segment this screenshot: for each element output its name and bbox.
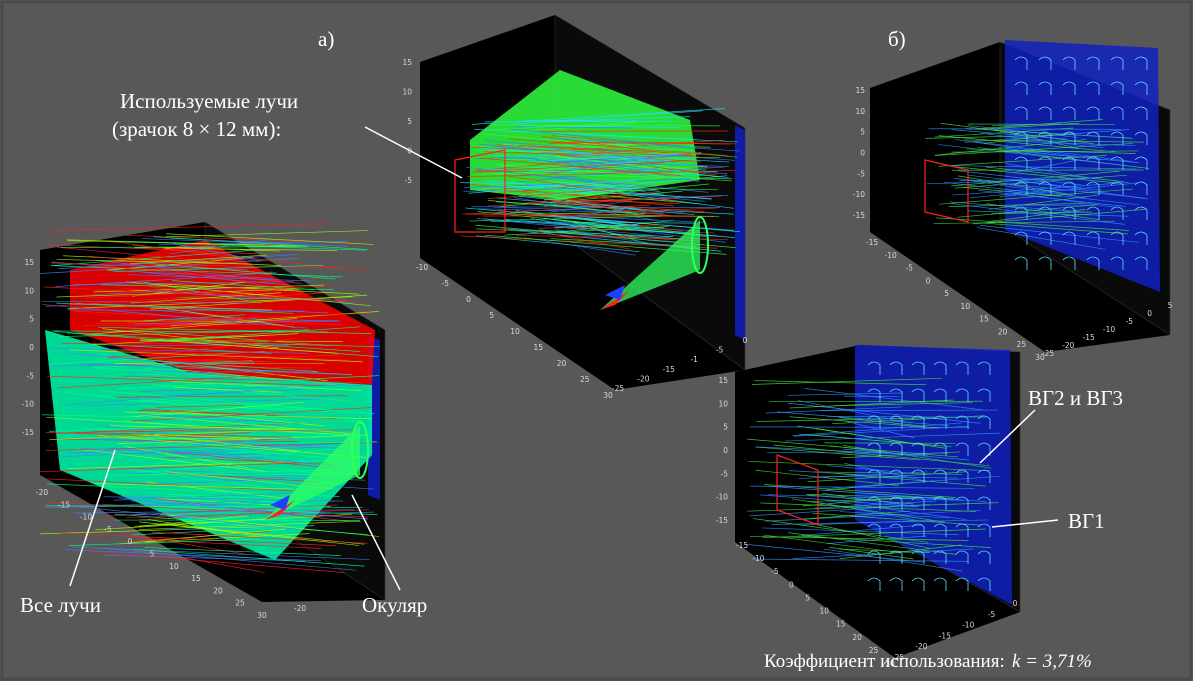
z-tick-label: 15 xyxy=(718,376,728,385)
x-tick-label: 5 xyxy=(150,550,155,559)
figure: 151050-5-10-15-20-15-10-5051015202530-20… xyxy=(0,0,1193,681)
y-tick-label: -20 xyxy=(915,642,927,651)
z-tick-label: 15 xyxy=(855,86,865,95)
x-tick-label: 5 xyxy=(489,311,494,320)
annotation: Окуляр xyxy=(362,593,427,617)
z-tick-label: -10 xyxy=(716,493,728,502)
x-tick-label: 0 xyxy=(926,276,931,285)
x-tick-label: 20 xyxy=(557,359,567,368)
x-tick-label: 15 xyxy=(836,620,846,629)
z-tick-label: 5 xyxy=(860,128,865,137)
y-tick-label: -5 xyxy=(716,346,724,355)
y-tick-label: -25 xyxy=(1042,349,1054,358)
y-tick-label: -5 xyxy=(1126,317,1134,326)
y-tick-label: -1 xyxy=(690,355,698,364)
x-tick-label: 25 xyxy=(235,599,245,608)
y-tick-label: -15 xyxy=(939,631,951,640)
x-tick-label: 10 xyxy=(510,327,520,336)
panel-label: а) xyxy=(318,27,334,51)
x-tick-label: 10 xyxy=(961,302,971,311)
z-tick-label: -5 xyxy=(858,169,866,178)
z-tick-label: -10 xyxy=(22,400,34,409)
annotation: ВГ1 xyxy=(1068,509,1105,533)
page: {"labels": {"a": "а)", "b": "б)", "used_… xyxy=(0,0,1193,681)
z-tick-label: -5 xyxy=(405,176,413,185)
x-tick-label: -5 xyxy=(771,567,779,576)
x-tick-label: -15 xyxy=(866,238,878,247)
x-tick-label: 0 xyxy=(466,295,471,304)
x-tick-label: -10 xyxy=(885,251,897,260)
x-tick-label: 25 xyxy=(1017,340,1027,349)
z-tick-label: -5 xyxy=(27,371,35,380)
x-tick-label: 20 xyxy=(998,327,1008,336)
y-tick-label: 5 xyxy=(1168,301,1173,310)
x-tick-label: 5 xyxy=(944,289,949,298)
z-tick-label: 10 xyxy=(402,88,412,97)
x-tick-label: 25 xyxy=(580,375,590,384)
z-tick-label: 10 xyxy=(855,107,865,116)
z-tick-label: 0 xyxy=(860,149,865,158)
y-tick-label: -15 xyxy=(1083,333,1095,342)
z-tick-label: -15 xyxy=(22,428,34,437)
annotation: k = 3,71% xyxy=(1012,651,1092,672)
x-tick-label: 30 xyxy=(257,611,267,620)
x-tick-label: -15 xyxy=(736,541,748,550)
x-tick-label: 15 xyxy=(191,574,201,583)
x-tick-label: -10 xyxy=(752,554,764,563)
x-tick-label: -10 xyxy=(416,263,428,272)
y-tick-label: -20 xyxy=(1062,341,1074,350)
x-tick-label: 20 xyxy=(213,586,223,595)
z-tick-label: -5 xyxy=(721,469,729,478)
y-tick-label: -20 xyxy=(294,604,306,613)
z-tick-label: 5 xyxy=(723,423,728,432)
y-tick-label: -15 xyxy=(663,365,675,374)
x-tick-label: -10 xyxy=(80,513,92,522)
x-tick-label: 0 xyxy=(789,580,794,589)
z-tick-label: 15 xyxy=(24,258,34,267)
z-tick-label: 0 xyxy=(29,343,34,352)
x-tick-label: -5 xyxy=(442,279,450,288)
y-tick-label: -25 xyxy=(612,384,624,393)
y-tick-label: -10 xyxy=(1103,325,1115,334)
x-tick-label: 5 xyxy=(805,593,810,602)
z-tick-label: 5 xyxy=(29,315,34,324)
z-tick-label: 5 xyxy=(407,117,412,126)
y-tick-label: -5 xyxy=(988,610,996,619)
annotation: ВГ2 и ВГ3 xyxy=(1028,386,1123,410)
z-tick-label: 10 xyxy=(718,399,728,408)
x-tick-label: 20 xyxy=(852,633,862,642)
x-tick-label: 10 xyxy=(819,607,829,616)
x-tick-label: 15 xyxy=(979,315,989,324)
x-tick-label: -15 xyxy=(58,500,70,509)
x-tick-label: -5 xyxy=(104,525,112,534)
x-tick-label: 0 xyxy=(128,537,133,546)
panel-label: б) xyxy=(888,27,906,51)
y-tick-label: 0 xyxy=(1147,309,1152,318)
x-tick-label: -5 xyxy=(906,264,914,273)
y-tick-label: 0 xyxy=(743,336,748,345)
annotation: (зрачок 8 × 12 мм): xyxy=(112,117,281,141)
z-tick-label: 15 xyxy=(402,58,412,67)
annotation: Используемые лучи xyxy=(120,89,298,113)
x-tick-label: 15 xyxy=(533,343,543,352)
z-tick-label: 0 xyxy=(723,446,728,455)
y-tick-label: -20 xyxy=(637,374,649,383)
z-tick-label: -15 xyxy=(853,211,865,220)
y-tick-label: 0 xyxy=(1013,599,1018,608)
z-tick-label: -10 xyxy=(853,190,865,199)
y-tick-label: -10 xyxy=(962,621,974,630)
z-tick-label: -15 xyxy=(716,516,728,525)
x-tick-label: -20 xyxy=(36,488,48,497)
annotation: Все лучи xyxy=(20,593,101,617)
x-tick-label: 10 xyxy=(169,562,179,571)
annotation: Коэффициент использования: xyxy=(764,651,1005,672)
z-tick-label: 10 xyxy=(24,286,34,295)
